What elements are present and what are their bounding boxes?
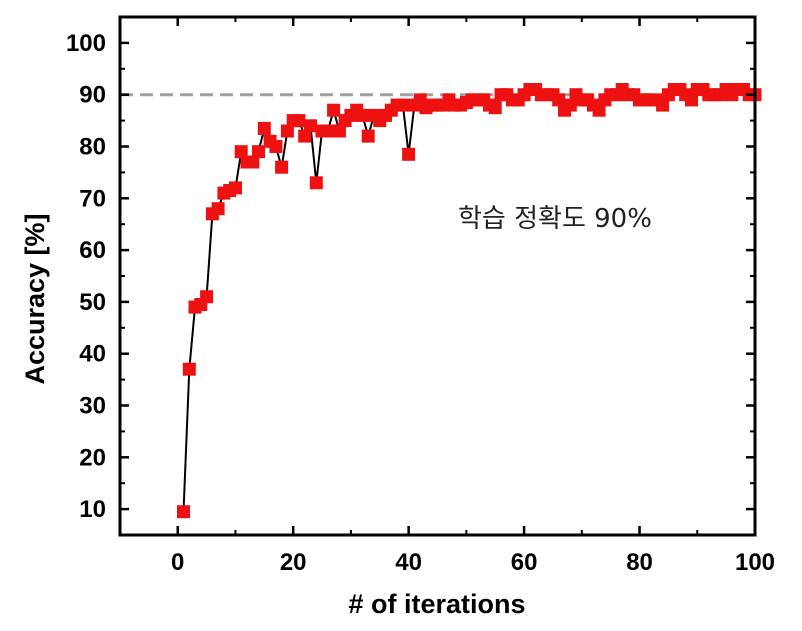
y-tick-label: 50: [79, 289, 106, 316]
data-point: [257, 121, 271, 135]
data-point: [332, 124, 346, 138]
axes: 10 20 30 40 50 60 70 80 90 100 0 20 40 60 80 100: [66, 15, 775, 576]
data-point: [396, 98, 410, 112]
data-point: [563, 98, 577, 112]
y-tick-label: 40: [79, 341, 106, 368]
data-point: [182, 362, 196, 376]
y-tick-label: 30: [79, 393, 106, 420]
y-tick-label: 100: [66, 30, 106, 57]
y-tick-label: 60: [79, 237, 106, 264]
data-point: [280, 124, 294, 138]
annotation-text: 학습 정확도 90%: [458, 204, 652, 234]
x-tick-label: 100: [735, 549, 775, 576]
data-point: [685, 93, 698, 107]
data-point: [298, 129, 312, 143]
data-point: [309, 176, 323, 190]
y-tick-label: 20: [79, 444, 106, 471]
x-tick-label: 0: [171, 549, 184, 576]
data-point: [361, 129, 375, 143]
data-point: [234, 145, 248, 159]
y-tick-label: 80: [79, 134, 106, 161]
plot-area: [120, 83, 762, 519]
x-tick-label: 80: [626, 549, 653, 576]
data-point: [321, 124, 335, 138]
data-point: [656, 98, 670, 112]
y-axis-title: Accuracy [%]: [20, 213, 50, 384]
data-point: [200, 290, 214, 304]
data-point: [275, 160, 289, 174]
data-point: [488, 101, 502, 115]
y-tick-label: 90: [79, 82, 106, 109]
data-point: [211, 202, 225, 216]
data-point: [177, 505, 190, 519]
x-tick-label: 60: [511, 549, 538, 576]
data-point: [552, 93, 566, 107]
y-tick-label: 70: [79, 185, 106, 212]
data-point: [252, 145, 265, 159]
data-point: [327, 103, 341, 117]
x-axis-title: # of iterations: [348, 589, 525, 619]
data-point: [229, 181, 242, 195]
data-point: [356, 108, 369, 122]
x-tick-label: 40: [395, 549, 422, 576]
data-point: [304, 119, 317, 133]
data-point: [402, 147, 416, 161]
data-point: [592, 103, 606, 117]
series-line: [182, 88, 755, 512]
x-tick-label: 20: [280, 549, 307, 576]
data-point: [269, 140, 283, 153]
data-point: [246, 155, 260, 169]
y-tick-label: 10: [79, 496, 106, 523]
data-point: [292, 114, 306, 128]
